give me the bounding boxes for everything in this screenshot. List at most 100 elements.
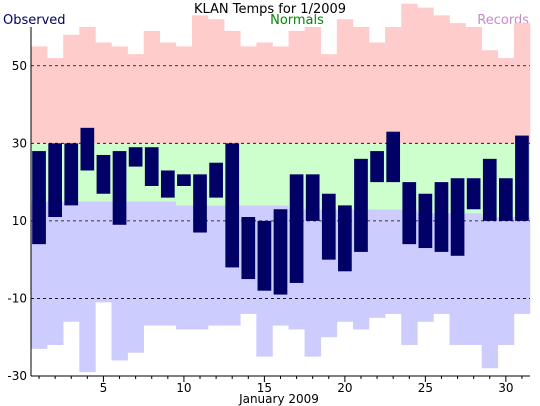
normal-band xyxy=(256,143,273,206)
normal-band xyxy=(320,143,338,210)
record-low-band xyxy=(481,217,499,369)
observed-bar xyxy=(289,174,304,283)
observed-bar xyxy=(32,151,46,245)
record-low-band xyxy=(385,209,402,314)
record-low-band xyxy=(369,209,386,318)
record-high-band xyxy=(288,30,305,144)
chart-title: KLAN Temps for 1/2009 xyxy=(194,2,346,17)
observed-bar xyxy=(338,205,352,272)
record-high-band xyxy=(208,19,225,144)
record-low-band xyxy=(175,205,193,330)
record-low-band xyxy=(497,217,515,345)
record-high-band xyxy=(95,42,112,144)
record-high-band xyxy=(47,58,64,144)
observed-bar xyxy=(418,193,433,249)
normal-band xyxy=(336,143,354,210)
record-high-band xyxy=(143,30,161,144)
record-low-band xyxy=(465,213,483,345)
x-tick-label: 10 xyxy=(176,381,191,395)
record-high-band xyxy=(465,27,483,144)
observed-bar xyxy=(386,131,401,183)
record-low-band xyxy=(159,201,177,326)
record-high-band xyxy=(159,42,177,144)
record-high-band xyxy=(385,27,402,144)
observed-bar xyxy=(257,220,272,291)
record-high-band xyxy=(369,42,386,144)
record-low-band xyxy=(47,201,64,345)
observed-bar xyxy=(466,178,481,210)
record-high-band xyxy=(497,58,515,144)
observed-bars-layer xyxy=(32,127,529,295)
observed-bar xyxy=(128,147,143,167)
record-high-band xyxy=(63,34,80,144)
axes: -30 -10 10 30 50 5 10 15 20 25 30 xyxy=(7,27,530,395)
record-low-band xyxy=(143,201,161,326)
observed-bar xyxy=(177,174,191,186)
observed-bar xyxy=(402,182,417,245)
record-high-band xyxy=(320,54,338,144)
record-high-band xyxy=(240,46,257,144)
observed-bar xyxy=(160,170,175,198)
record-high-band xyxy=(513,23,531,144)
y-tick-label: 30 xyxy=(12,136,27,150)
observed-bar xyxy=(482,158,497,221)
observed-bar xyxy=(96,154,111,194)
record-high-band xyxy=(127,54,144,144)
observed-bar xyxy=(515,135,529,221)
record-high-band xyxy=(191,15,209,144)
normal-band xyxy=(272,143,289,206)
record-high-band xyxy=(111,46,128,144)
observed-bar xyxy=(241,217,256,280)
record-low-band xyxy=(191,205,209,330)
record-low-band xyxy=(304,209,322,357)
observed-bar xyxy=(225,143,240,268)
observed-bar xyxy=(434,182,449,252)
normal-band xyxy=(240,143,257,206)
record-high-band xyxy=(304,27,322,144)
x-tick-label: 20 xyxy=(337,381,352,395)
legend-normals: Normals xyxy=(270,13,324,28)
observed-bar xyxy=(144,147,159,186)
observed-bar xyxy=(48,143,62,218)
observed-bar xyxy=(112,151,127,225)
x-axis-label: January 2009 xyxy=(238,392,319,406)
y-tick-label: -10 xyxy=(7,291,27,305)
record-high-band xyxy=(481,50,499,144)
legend-observed: Observed xyxy=(3,13,66,28)
y-tick-label: 10 xyxy=(12,214,27,228)
record-high-band xyxy=(224,30,241,144)
record-low-band xyxy=(63,201,80,322)
record-low-band xyxy=(513,217,531,314)
record-high-band xyxy=(79,27,96,144)
record-high-band xyxy=(175,46,193,144)
x-tick-label: 30 xyxy=(498,381,513,395)
y-tick-label: 50 xyxy=(12,59,27,73)
y-tick-label: -30 xyxy=(7,369,27,383)
record-high-band xyxy=(433,15,450,144)
record-low-band xyxy=(208,205,225,326)
record-low-band xyxy=(79,201,96,373)
record-high-band xyxy=(449,23,466,144)
record-low-band xyxy=(127,201,144,353)
observed-bar xyxy=(80,127,95,171)
observed-bar xyxy=(209,162,223,198)
observed-bar xyxy=(354,158,368,252)
observed-bar xyxy=(499,178,513,221)
record-high-band xyxy=(352,27,370,144)
record-low-band xyxy=(111,201,128,361)
observed-bar xyxy=(273,209,288,295)
x-tick-label: 25 xyxy=(418,381,433,395)
record-high-band xyxy=(256,42,273,144)
x-tick-label: 15 xyxy=(257,381,272,395)
observed-bar xyxy=(64,143,79,206)
observed-bar xyxy=(450,178,465,256)
record-high-band xyxy=(272,46,289,144)
record-high-band xyxy=(401,3,418,144)
record-high-band xyxy=(336,19,354,144)
observed-bar xyxy=(321,193,336,260)
records-band-layer xyxy=(31,3,531,373)
observed-bar xyxy=(305,174,320,221)
observed-bar xyxy=(370,151,384,183)
x-tick-label: 5 xyxy=(100,381,108,395)
